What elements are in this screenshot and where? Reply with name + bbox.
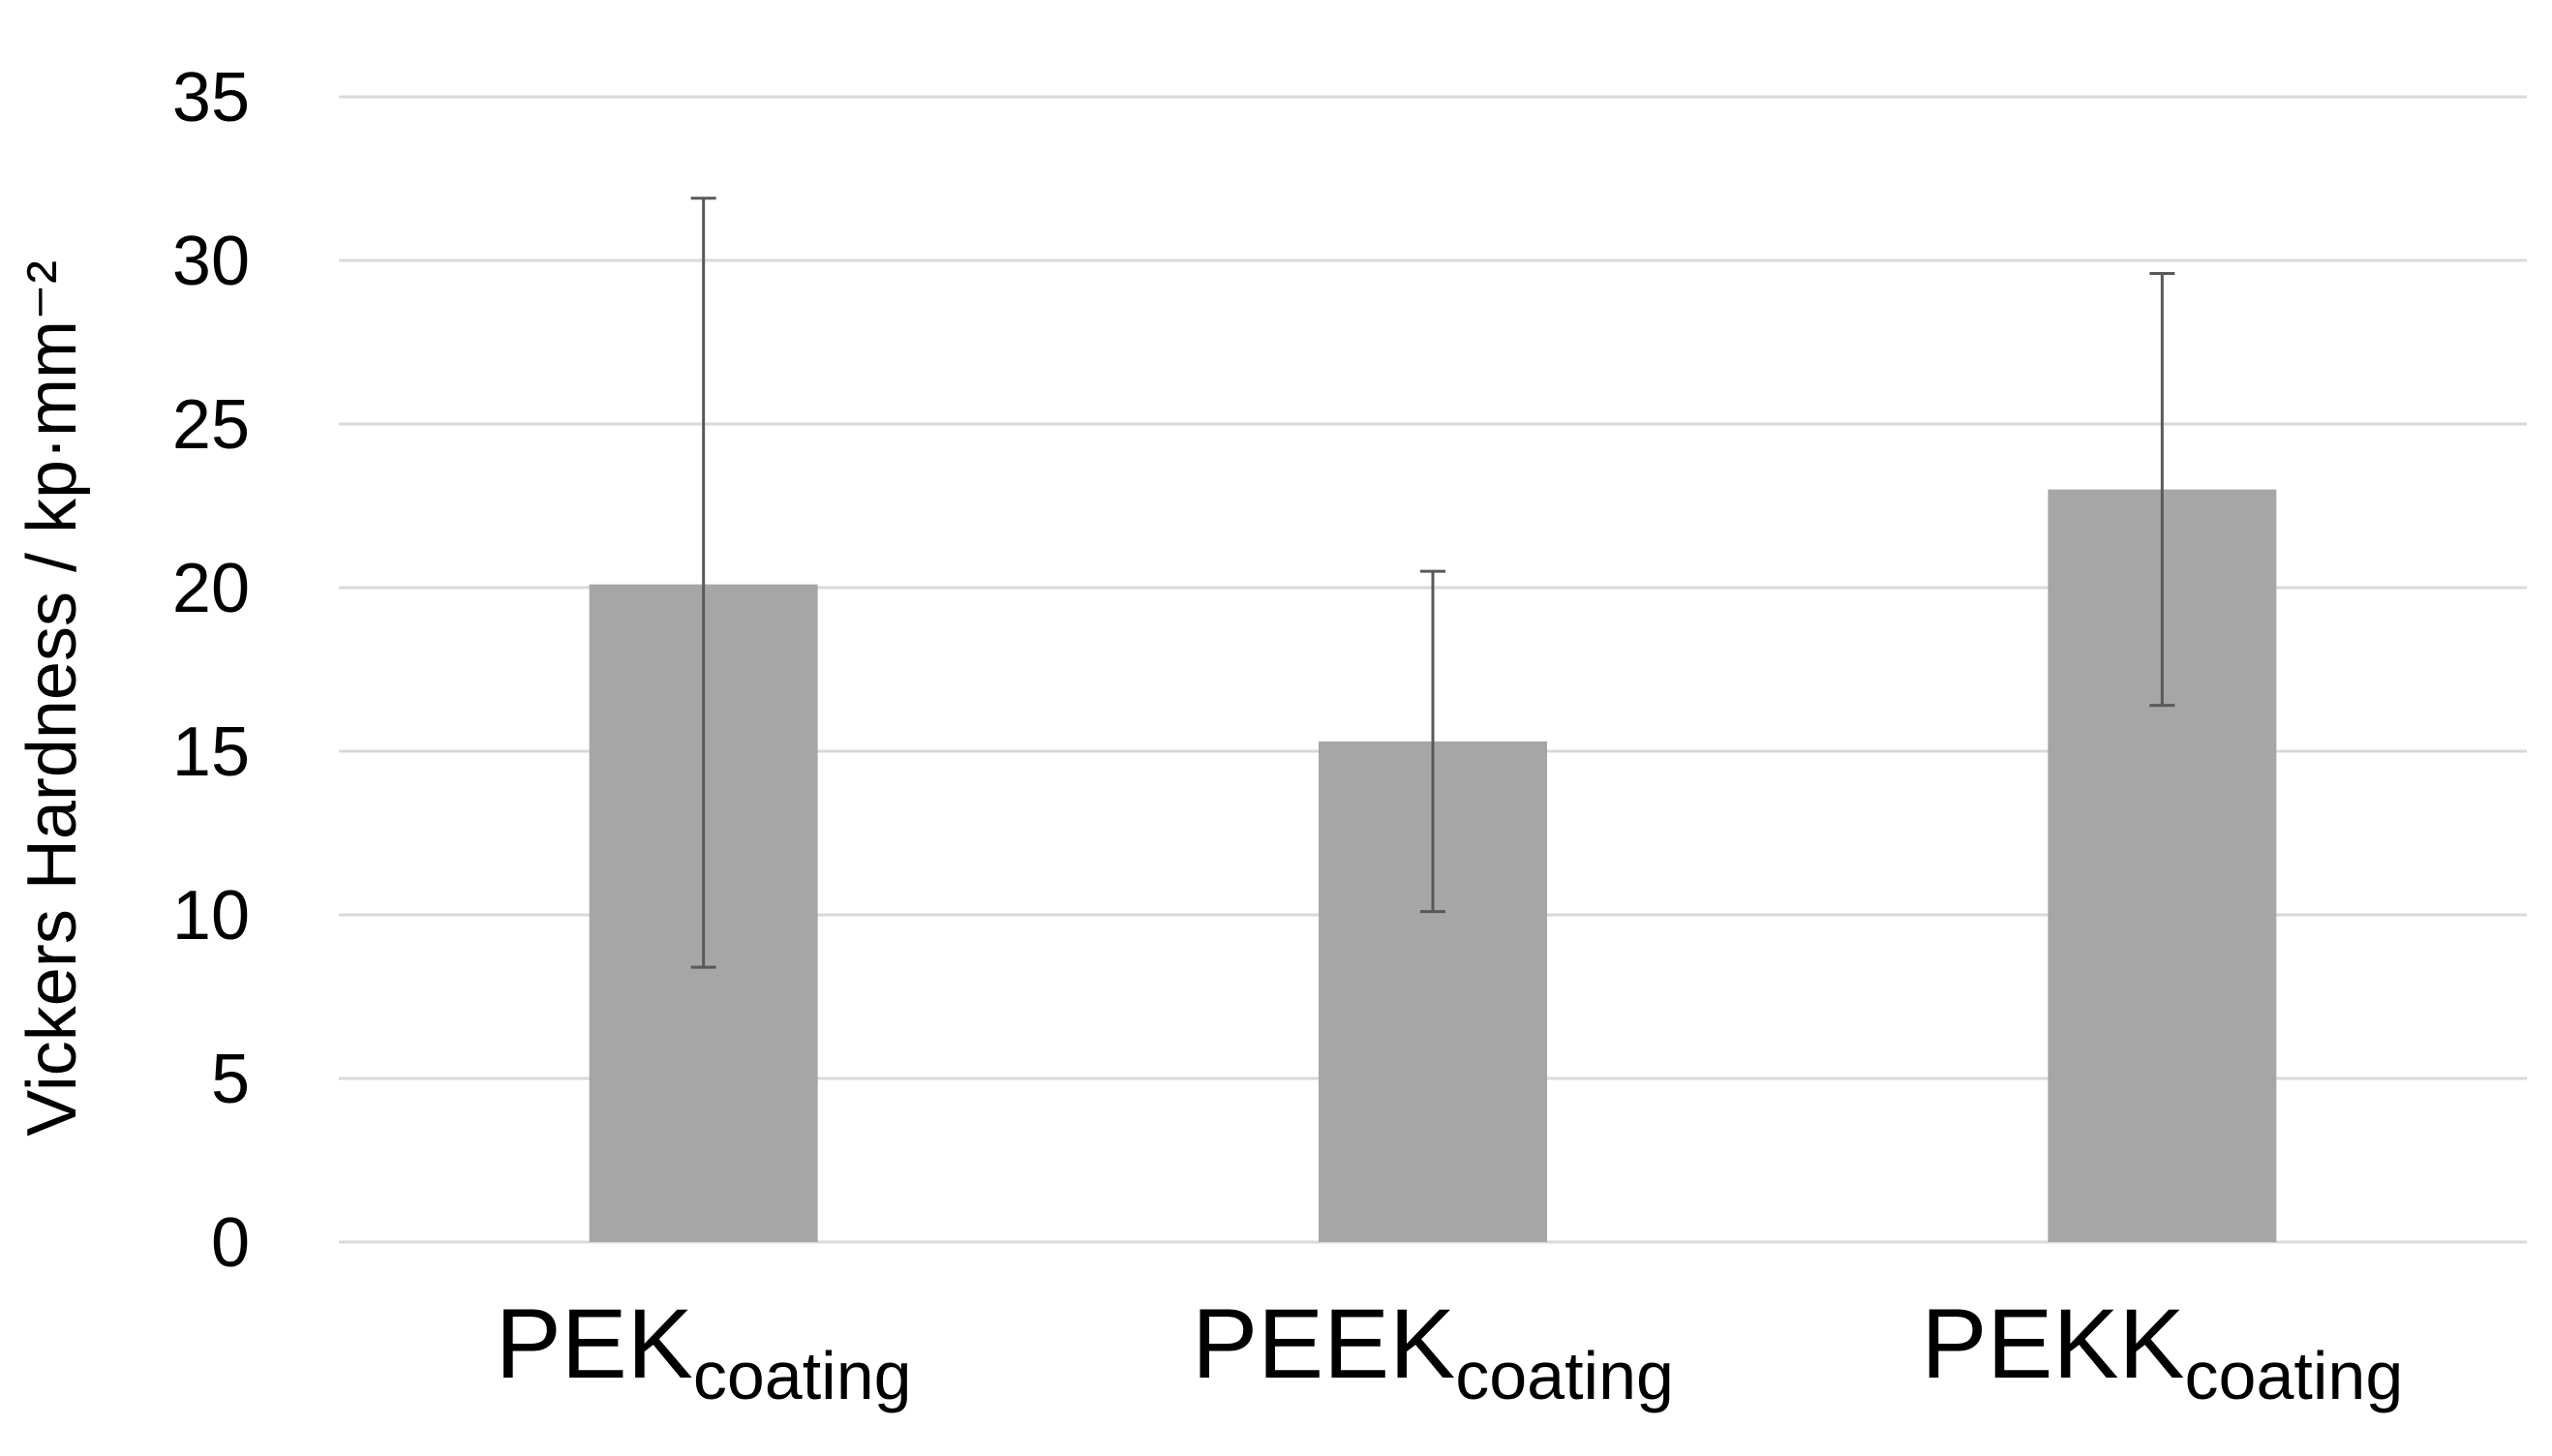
x-tick-label-base: PEK [496, 1289, 693, 1399]
x-axis-ticks: PEKcoating PEEKcoating PEKKcoating [496, 1289, 2404, 1413]
x-tick-label-subscript: coating [1455, 1338, 1674, 1413]
y-axis-ticks: 0 5 10 15 20 25 30 35 [172, 59, 250, 1282]
y-tick-label: 15 [172, 713, 250, 791]
y-tick-label: 35 [172, 59, 250, 136]
y-axis-label: Vickers Hardness / kp·mm⁻² [14, 260, 91, 1137]
error-bars [690, 197, 2175, 969]
y-tick-label: 25 [172, 386, 250, 464]
x-tick-label-base: PEKK [1921, 1289, 2184, 1399]
x-tick-label-subscript: coating [2185, 1338, 2404, 1413]
x-tick-label: PEKcoating [496, 1289, 912, 1413]
y-tick-label: 0 [211, 1204, 250, 1282]
x-tick-label: PEKKcoating [1921, 1289, 2403, 1413]
y-tick-label: 30 [172, 223, 250, 300]
y-tick-label: 5 [211, 1041, 250, 1118]
x-tick-label-base: PEEK [1192, 1289, 1455, 1399]
y-tick-label: 10 [172, 877, 250, 955]
x-tick-label: PEEKcoating [1192, 1289, 1674, 1413]
y-tick-label: 20 [172, 550, 250, 627]
x-tick-label-subscript: coating [693, 1338, 912, 1413]
bars [589, 489, 2277, 1243]
